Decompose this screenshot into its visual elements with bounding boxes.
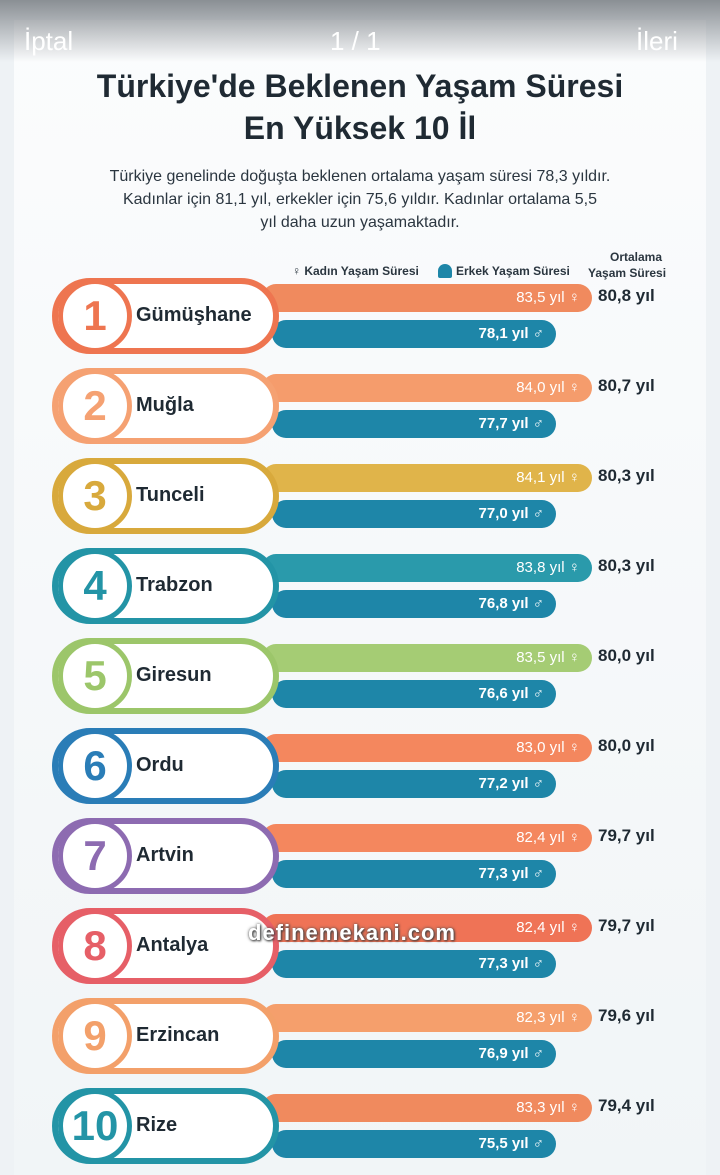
rank-number: 4 — [58, 549, 132, 623]
male-bar: 76,8 yıl ♂ — [272, 590, 556, 618]
male-bar: 77,0 yıl ♂ — [272, 500, 556, 528]
province-name: Giresun — [136, 664, 212, 686]
rank-number: 3 — [58, 459, 132, 533]
male-bar: 77,3 yıl ♂ — [272, 860, 556, 888]
watermark: definemekani.com — [248, 920, 456, 945]
province-name: Gümüşhane — [136, 304, 252, 326]
legend-average: Ortalama — [610, 250, 663, 264]
average-value: 79,6 yıl — [598, 1006, 655, 1025]
average-value: 80,0 yıl — [598, 736, 655, 755]
legend-female: ♀ Kadın Yaşam Süresi — [292, 264, 419, 278]
female-bar: 82,4 yıl ♀ — [262, 824, 592, 852]
male-bar: 76,6 yıl ♂ — [272, 680, 556, 708]
female-bar: 83,5 yıl ♀ — [262, 644, 592, 672]
female-bar: 83,5 yıl ♀ — [262, 284, 592, 312]
male-bar: 75,5 yıl ♂ — [272, 1130, 556, 1158]
male-bar: 77,7 yıl ♂ — [272, 410, 556, 438]
female-bar: 84,1 yıl ♀ — [262, 464, 592, 492]
male-bar: 76,9 yıl ♂ — [272, 1040, 556, 1068]
female-bar: 82,4 yıl ♀ — [262, 914, 592, 942]
rank-number: 6 — [58, 729, 132, 803]
male-bar: 77,3 yıl ♂ — [272, 950, 556, 978]
average-value: 79,7 yıl — [598, 916, 655, 935]
province-name: Artvin — [136, 844, 194, 866]
province-name: Rize — [136, 1114, 178, 1136]
legend-male: Erkek Yaşam Süresi — [456, 264, 570, 278]
average-value: 80,8 yıl — [598, 286, 655, 305]
legend-average: Yaşam Süresi — [588, 266, 667, 280]
intro-line: yıl daha uzun yaşamaktadır. — [260, 214, 460, 231]
average-value: 80,3 yıl — [598, 466, 655, 485]
female-bar: 83,0 yıl ♀ — [262, 734, 592, 762]
province-name: Trabzon — [136, 574, 213, 596]
female-bar: 83,3 yıl ♀ — [262, 1094, 592, 1122]
rank-number: 5 — [58, 639, 132, 713]
intro-line: Kadınlar için 81,1 yıl, erkekler için 75… — [122, 191, 597, 208]
rank-number: 1 — [58, 279, 132, 353]
rank-number: 9 — [58, 999, 132, 1073]
province-name: Antalya — [136, 934, 209, 956]
province-name: Ordu — [136, 754, 184, 776]
female-bar: 82,3 yıl ♀ — [262, 1004, 592, 1032]
average-value: 79,7 yıl — [598, 826, 655, 845]
cancel-button[interactable]: İptal — [24, 26, 74, 56]
rank-number: 8 — [58, 909, 132, 983]
female-bar: 84,0 yıl ♀ — [262, 374, 592, 402]
title: Türkiye'de Beklenen Yaşam Süresi — [96, 68, 624, 104]
page-counter: 1 / 1 — [330, 26, 381, 56]
average-value: 80,7 yıl — [598, 376, 655, 395]
province-name: Muğla — [136, 394, 194, 416]
male-bar: 77,2 yıl ♂ — [272, 770, 556, 798]
legend-male-icon — [438, 264, 452, 278]
province-name: Erzincan — [136, 1024, 220, 1046]
male-bar: 78,1 yıl ♂ — [272, 320, 556, 348]
rank-number: 10 — [58, 1089, 132, 1163]
rank-number: 2 — [58, 369, 132, 443]
title: En Yüksek 10 İl — [243, 110, 477, 146]
average-value: 79,4 yıl — [598, 1096, 655, 1115]
toolbar: İptal 1 / 1 İleri — [0, 0, 720, 62]
rank-number: 7 — [58, 819, 132, 893]
average-value: 80,0 yıl — [598, 646, 655, 665]
next-button[interactable]: İleri — [636, 26, 678, 56]
average-value: 80,3 yıl — [598, 556, 655, 575]
intro-line: Türkiye genelinde doğuşta beklenen ortal… — [109, 168, 611, 185]
female-bar: 83,8 yıl ♀ — [262, 554, 592, 582]
province-name: Tunceli — [136, 484, 205, 506]
